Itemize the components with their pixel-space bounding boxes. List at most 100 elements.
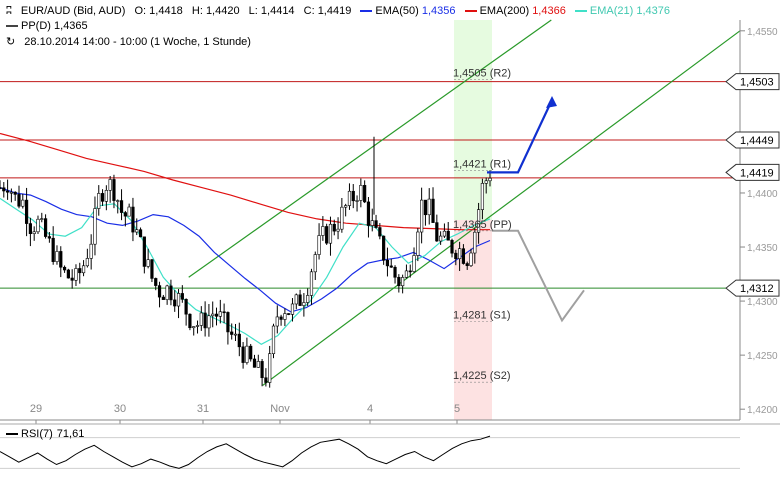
candle-body xyxy=(0,187,2,189)
candle-body xyxy=(252,358,257,368)
candle xyxy=(332,219,336,236)
candle-body xyxy=(298,294,302,306)
candle-body xyxy=(279,316,283,320)
candle xyxy=(97,185,101,216)
candle xyxy=(408,264,412,278)
ohlc-high: H: 1,4420 xyxy=(191,5,240,17)
candle-body xyxy=(222,311,226,314)
candle-body xyxy=(74,268,78,281)
pivot-label: 1,4421 (R1) xyxy=(453,158,511,170)
candle-body xyxy=(135,229,139,233)
symbol-icon: ʭ xyxy=(6,5,12,17)
candle xyxy=(123,210,127,227)
candle-body xyxy=(393,266,397,278)
x-tick-label: 29 xyxy=(30,403,42,415)
candle-body xyxy=(423,199,428,216)
candle-body xyxy=(404,270,409,278)
candle-body xyxy=(332,223,336,232)
candle-body xyxy=(397,276,401,287)
candle-body xyxy=(309,271,314,296)
candle-body xyxy=(127,206,131,217)
candle-body xyxy=(275,316,279,327)
candle xyxy=(477,202,481,244)
candle-body xyxy=(112,179,116,201)
y-tick-label: 1,4250 xyxy=(747,351,778,362)
candle-body xyxy=(233,333,238,336)
pivot-band-green xyxy=(454,20,492,220)
candle xyxy=(9,188,13,203)
candle xyxy=(321,216,325,241)
ohlc-close: C: 1,4419 xyxy=(303,5,352,17)
candle-body xyxy=(416,231,420,256)
price-tag: 1,4503 xyxy=(725,73,780,91)
candle xyxy=(230,323,234,340)
candle xyxy=(169,279,173,306)
candle-body xyxy=(442,230,447,237)
candle-body xyxy=(461,248,466,264)
candle xyxy=(157,281,162,308)
y-tick-label: 1,4300 xyxy=(747,297,778,308)
candle-body xyxy=(70,277,74,281)
candle xyxy=(325,223,329,245)
candle xyxy=(135,218,139,236)
candle xyxy=(309,268,314,305)
candle xyxy=(416,228,420,262)
candle-body xyxy=(123,212,127,217)
candle-body xyxy=(203,312,207,329)
candle xyxy=(131,197,135,242)
pivot-label: 1,4365 (PP) xyxy=(453,219,512,231)
candle-body xyxy=(389,265,393,268)
candle-body xyxy=(446,230,450,241)
candle xyxy=(176,289,181,319)
candle-body xyxy=(207,315,211,329)
candle xyxy=(374,214,378,229)
candle-body xyxy=(287,313,291,315)
candle-body xyxy=(374,220,378,228)
candle xyxy=(154,277,158,291)
candle-body xyxy=(89,243,93,259)
candle xyxy=(461,244,466,265)
pivot-label: 1,4225 (S2) xyxy=(453,370,510,382)
candle-body xyxy=(161,296,165,300)
candle xyxy=(21,193,25,209)
candle xyxy=(264,368,268,387)
candle xyxy=(32,226,36,241)
candle-body xyxy=(43,218,48,237)
candle-body xyxy=(226,312,230,333)
candle xyxy=(366,197,371,238)
candle xyxy=(173,290,177,312)
candle xyxy=(47,231,51,243)
candle xyxy=(302,293,306,317)
candle xyxy=(66,268,70,279)
candle xyxy=(252,354,257,368)
candle-body xyxy=(184,299,188,315)
candle-body xyxy=(256,361,260,368)
rsi-panel xyxy=(0,423,780,469)
candle xyxy=(439,231,443,245)
candle xyxy=(378,223,382,240)
candle-body xyxy=(306,295,310,303)
candle-body xyxy=(401,277,405,287)
candle xyxy=(431,187,435,223)
candle-body xyxy=(465,263,469,266)
candle xyxy=(412,247,416,273)
candle-body xyxy=(473,231,477,254)
candle xyxy=(0,180,2,190)
candle xyxy=(340,198,344,233)
x-tick-label: Nov xyxy=(270,403,290,415)
candle xyxy=(473,228,477,264)
candle xyxy=(260,359,264,387)
candle-body xyxy=(366,201,371,226)
candle xyxy=(328,216,333,256)
candle xyxy=(138,227,143,238)
candle-body xyxy=(146,259,150,267)
candle-body xyxy=(431,198,435,223)
candle-body xyxy=(47,236,51,239)
candle-body xyxy=(359,185,363,201)
candle xyxy=(150,259,154,283)
candle xyxy=(203,301,207,337)
price-tag-label: 1,4449 xyxy=(740,135,774,147)
candle-body xyxy=(199,312,203,326)
price-tag: 1,4419 xyxy=(725,163,780,181)
